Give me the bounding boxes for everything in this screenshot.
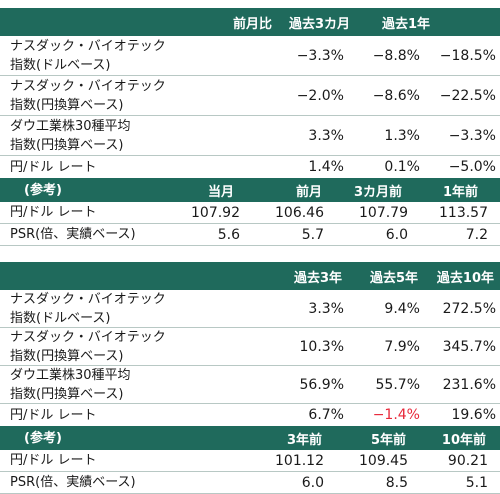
cell: 272.5% bbox=[442, 300, 496, 317]
row-label: 円/ドル レート bbox=[10, 159, 97, 175]
reference-header-row: (参考) 当月 前月 3カ月前 1年前 bbox=[0, 178, 500, 202]
header-col-3: 過去1年 bbox=[381, 16, 430, 32]
row-label: PSR(倍、実績ベース) bbox=[10, 227, 136, 242]
cell: 345.7% bbox=[442, 338, 496, 355]
row-label: ナスダック・バイオテック 指数(ドルベース) bbox=[10, 291, 166, 326]
table-row: 円/ドル レート 6.7% −1.4% 19.6% bbox=[0, 404, 500, 426]
cell: 8.5 bbox=[385, 474, 408, 491]
cell: −8.8% bbox=[372, 47, 420, 64]
cell: 6.7% bbox=[308, 407, 344, 423]
cell: 5.7 bbox=[301, 226, 324, 243]
row-label: 円/ドル レート bbox=[10, 205, 97, 220]
reference-label: (参考) bbox=[24, 430, 62, 446]
cell: 5.6 bbox=[217, 226, 240, 243]
table-row: 円/ドル レート 1.4% 0.1% −5.0% bbox=[0, 156, 500, 178]
cell: 7.2 bbox=[465, 226, 488, 243]
cell: 56.9% bbox=[299, 376, 344, 393]
header-col-2: 5年前 bbox=[370, 432, 406, 448]
cell: 55.7% bbox=[375, 376, 420, 393]
cell: −3.3% bbox=[296, 47, 344, 64]
cell: 101.12 bbox=[275, 452, 324, 469]
cell: −22.5% bbox=[439, 87, 496, 104]
cell: −5.0% bbox=[448, 159, 496, 175]
table-row: 円/ドル レート 101.12 109.45 90.21 bbox=[0, 450, 500, 472]
cell: −18.5% bbox=[439, 47, 496, 64]
header-col-1: 過去3年 bbox=[293, 270, 342, 286]
reference-label: (参考) bbox=[24, 182, 62, 198]
cell-negative: −1.4% bbox=[372, 407, 420, 423]
cell: 113.57 bbox=[439, 204, 488, 221]
row-label: ナスダック・バイオテック 指数(ドルベース) bbox=[10, 38, 166, 73]
cell: 3.3% bbox=[308, 127, 344, 144]
cell: 231.6% bbox=[442, 376, 496, 393]
row-label: PSR(倍、実績ベース) bbox=[10, 475, 136, 490]
cell: 3.3% bbox=[308, 300, 344, 317]
header-col-1: 3年前 bbox=[286, 432, 322, 448]
cell: 9.4% bbox=[384, 300, 420, 317]
table-row: PSR(倍、実績ベース) 5.6 5.7 6.0 7.2 bbox=[0, 224, 500, 246]
cell: 1.4% bbox=[308, 159, 344, 175]
cell: 7.9% bbox=[384, 338, 420, 355]
performance-table-long-term: 過去3年 過去5年 過去10年 ナスダック・バイオテック 指数(ドルベース) 3… bbox=[0, 262, 500, 494]
row-label: ナスダック・バイオテック 指数(円換算ベース) bbox=[10, 329, 166, 364]
header-col-3: 10年前 bbox=[441, 432, 486, 448]
table-row: ナスダック・バイオテック 指数(円換算ベース) 10.3% 7.9% 345.7… bbox=[0, 328, 500, 366]
table-row: 円/ドル レート 107.92 106.46 107.79 113.57 bbox=[0, 202, 500, 224]
table-header-row: 前月比 過去3カ月 過去1年 bbox=[0, 8, 500, 36]
cell: 6.0 bbox=[301, 474, 324, 491]
cell: 90.21 bbox=[447, 452, 488, 469]
row-label: ダウ工業株30種平均 指数(円換算ベース) bbox=[10, 118, 131, 153]
table-row: PSR(倍、実績ベース) 6.0 8.5 5.1 bbox=[0, 472, 500, 494]
row-label: ナスダック・バイオテック 指数(円換算ベース) bbox=[10, 78, 166, 113]
cell: 10.3% bbox=[299, 338, 344, 355]
header-col-4: 1年前 bbox=[442, 184, 478, 200]
header-col-2: 過去3カ月 bbox=[288, 16, 350, 32]
performance-table-short-term: 前月比 過去3カ月 過去1年 ナスダック・バイオテック 指数(ドルベース) −3… bbox=[0, 8, 500, 246]
cell: 1.3% bbox=[384, 127, 420, 144]
cell: 107.79 bbox=[359, 204, 408, 221]
cell: 106.46 bbox=[275, 204, 324, 221]
table-row: ナスダック・バイオテック 指数(ドルベース) −3.3% −8.8% −18.5… bbox=[0, 36, 500, 76]
header-col-1: 前月比 bbox=[232, 16, 272, 32]
cell: −2.0% bbox=[296, 87, 344, 104]
row-label: 円/ドル レート bbox=[10, 407, 97, 423]
row-label: ダウ工業株30種平均 指数(円換算ベース) bbox=[10, 367, 131, 402]
header-col-3: 過去10年 bbox=[436, 270, 494, 286]
row-label: 円/ドル レート bbox=[10, 453, 97, 468]
table-row: ナスダック・バイオテック 指数(ドルベース) 3.3% 9.4% 272.5% bbox=[0, 290, 500, 328]
table-row: ダウ工業株30種平均 指数(円換算ベース) 56.9% 55.7% 231.6% bbox=[0, 366, 500, 404]
header-col-2: 過去5年 bbox=[369, 270, 418, 286]
cell: 109.45 bbox=[359, 452, 408, 469]
header-col-3: 3カ月前 bbox=[353, 184, 402, 200]
header-col-1: 当月 bbox=[207, 184, 234, 200]
reference-header-row: (参考) 3年前 5年前 10年前 bbox=[0, 426, 500, 450]
cell: −3.3% bbox=[448, 127, 496, 144]
cell: 0.1% bbox=[384, 159, 420, 175]
cell: 6.0 bbox=[385, 226, 408, 243]
header-col-2: 前月 bbox=[295, 184, 322, 200]
table-row: ナスダック・バイオテック 指数(円換算ベース) −2.0% −8.6% −22.… bbox=[0, 76, 500, 116]
cell: −8.6% bbox=[372, 87, 420, 104]
cell: 19.6% bbox=[451, 407, 496, 423]
table-row: ダウ工業株30種平均 指数(円換算ベース) 3.3% 1.3% −3.3% bbox=[0, 116, 500, 156]
cell: 107.92 bbox=[191, 204, 240, 221]
table-header-row: 過去3年 過去5年 過去10年 bbox=[0, 262, 500, 290]
cell: 5.1 bbox=[465, 474, 488, 491]
